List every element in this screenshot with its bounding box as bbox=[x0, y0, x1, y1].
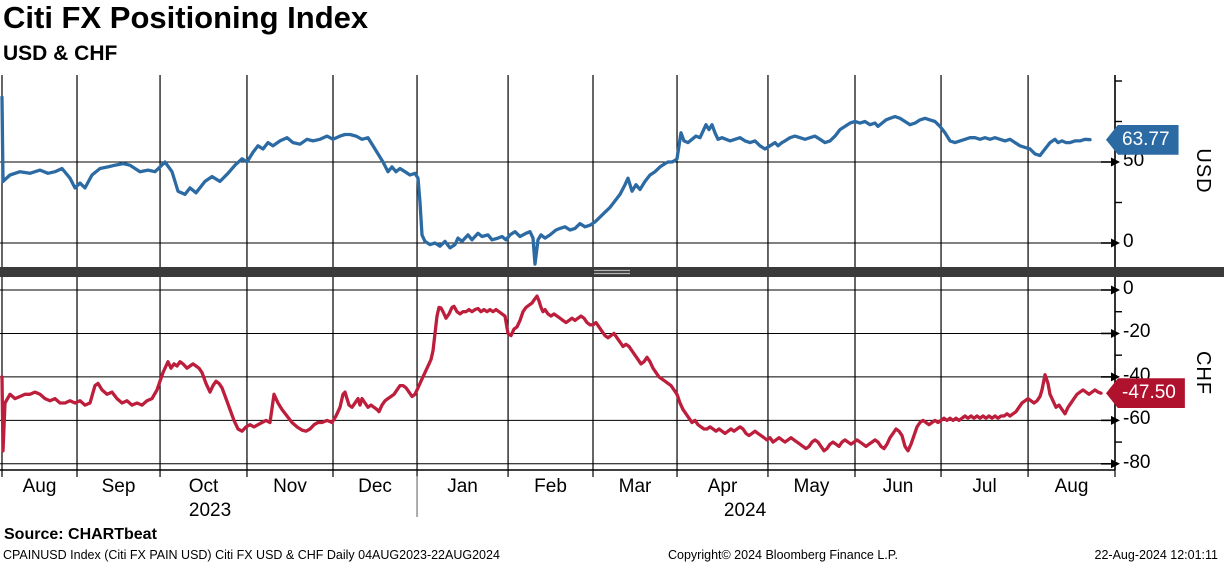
page-title: Citi FX Positioning Index bbox=[3, 0, 369, 35]
chf-line-series bbox=[0, 294, 1103, 453]
x-month-label: Jan bbox=[447, 476, 478, 497]
chf-tick-arrow bbox=[1111, 372, 1120, 382]
chf-y-tick-label: -80 bbox=[1123, 451, 1151, 473]
x-month-label: May bbox=[793, 476, 830, 497]
x-year-label: 2024 bbox=[723, 500, 767, 521]
usd-y-tick-label: 50 bbox=[1123, 150, 1145, 171]
source-label: Source: CHARTbeat bbox=[4, 526, 157, 543]
usd-panel-label: USD bbox=[1192, 148, 1214, 194]
x-month-label: Nov bbox=[273, 476, 307, 497]
chf-tick-arrow bbox=[1111, 328, 1120, 338]
chf-tick-arrow bbox=[1111, 285, 1120, 295]
chf-tick-arrow bbox=[1111, 415, 1120, 425]
copyright-text: Copyright© 2024 Bloomberg Finance L.P. bbox=[668, 548, 898, 562]
usd-tick-arrow bbox=[1111, 157, 1120, 167]
x-month-label: Jul bbox=[972, 476, 997, 497]
x-month-label: Mar bbox=[618, 476, 652, 497]
chf-y-tick-label: -20 bbox=[1123, 321, 1151, 343]
chf-y-tick-label: -60 bbox=[1123, 408, 1151, 430]
panel-separator-bar[interactable] bbox=[0, 267, 1224, 277]
usd-tick-arrow bbox=[1111, 238, 1120, 248]
x-month-label: Apr bbox=[707, 476, 738, 497]
usd-line-series bbox=[0, 95, 1092, 266]
chart-subtitle: USD & CHF bbox=[3, 42, 118, 65]
x-month-label: Sep bbox=[101, 476, 136, 497]
chf-last-value-badge: -47.50 bbox=[1106, 378, 1185, 409]
usd-y-tick-label: 0 bbox=[1123, 231, 1134, 252]
timestamp: 22-Aug-2024 12:01:11 bbox=[1094, 548, 1218, 562]
x-month-label: Oct bbox=[188, 476, 219, 497]
x-year-label: 2023 bbox=[188, 500, 232, 521]
x-month-label: Aug bbox=[22, 476, 57, 497]
x-month-label: Aug bbox=[1054, 476, 1089, 497]
x-month-label: Dec bbox=[358, 476, 392, 497]
x-month-label: Jun bbox=[882, 476, 914, 497]
security-description: CPAINUSD Index (Citi FX PAIN USD) Citi F… bbox=[3, 548, 500, 562]
chf-y-tick-label: 0 bbox=[1123, 278, 1134, 299]
chf-panel-label: CHF bbox=[1192, 350, 1214, 396]
usd-last-value-badge: 63.77 bbox=[1106, 124, 1179, 155]
x-month-label: Feb bbox=[534, 476, 567, 497]
chf-tick-arrow bbox=[1111, 459, 1120, 469]
